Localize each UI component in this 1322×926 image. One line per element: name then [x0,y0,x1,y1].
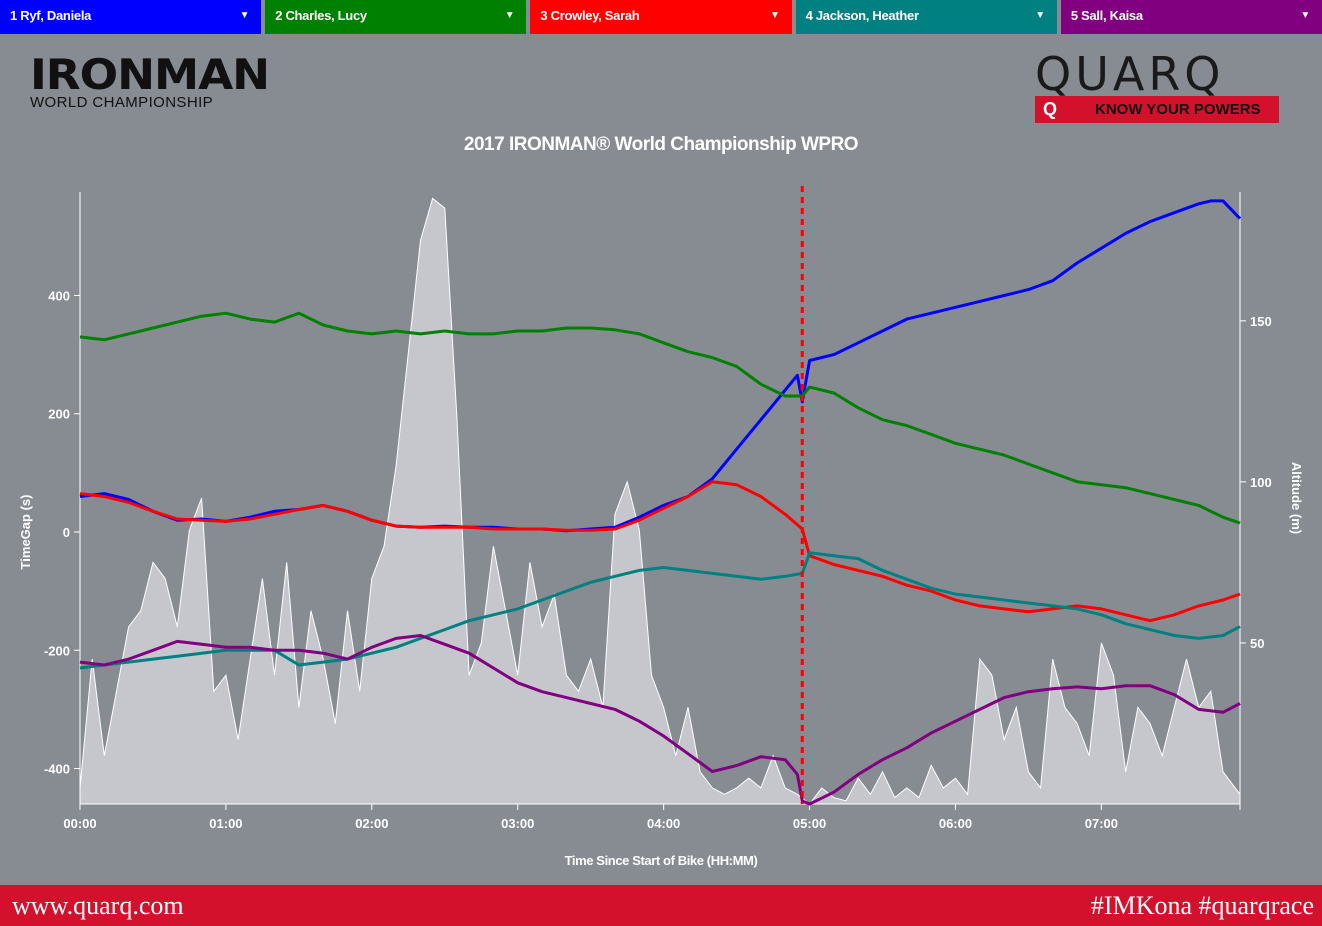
athlete-dropdown-label: 3 Crowley, Sarah [540,8,640,23]
quarq-tagline-bar: Q KNOW YOUR POWERS [1035,96,1279,123]
x-tick-label: 04:00 [647,816,680,831]
athlete-dropdown-3[interactable]: 3 Crowley, Sarah ▼ [530,0,792,34]
ironman-logo-subtitle: WORLD CHAMPIONSHIP [30,94,214,111]
quarq-logo: QUARQ Q KNOW YOUR POWERS [1035,47,1280,124]
chart-title: 2017 IRONMAN® World Championship WPRO [464,134,858,155]
x-tick-label: 00:00 [63,816,96,831]
y-axis-label: TimeGap (s) [18,495,33,570]
series-line [79,551,1241,670]
y2-axis-label: Altitude (m) [1289,462,1304,534]
quarq-q-icon: Q [1042,99,1057,119]
timegap-chart: 2017 IRONMAN® World Championship WPRO 40… [18,134,1304,868]
series-line [79,199,1242,533]
chevron-down-icon: ▼ [1300,10,1311,21]
athlete-selector-bar: 1 Ryf, Daniela ▼ 2 Charles, Lucy ▼ 3 Cro… [0,0,1322,34]
ironman-logo-word: IRONMAN [30,50,270,99]
quarq-tagline: KNOW YOUR POWERS [1095,101,1261,118]
x-tick-label: 06:00 [939,816,972,831]
y-tick-label: 200 [48,407,70,422]
x-axis-label: Time Since Start of Bike (HH:MM) [565,853,758,868]
footer-website-link[interactable]: www.quarq.com [12,891,184,920]
y-tick-label: 400 [48,288,70,303]
footer-bar: www.quarq.com #IMKona #quarqrace [0,885,1322,926]
athlete-dropdown-1[interactable]: 1 Ryf, Daniela ▼ [0,0,262,34]
chevron-down-icon: ▼ [770,10,780,21]
y2-tick-label: 150 [1250,314,1272,329]
y-tick-label: -200 [44,643,70,658]
altitude-area [79,197,1241,805]
chevron-down-icon: ▼ [504,10,515,21]
chevron-down-icon: ▼ [1035,10,1045,21]
athlete-dropdown-label: 2 Charles, Lucy [275,8,367,23]
athlete-dropdown-4[interactable]: 4 Jackson, Heather ▼ [795,0,1057,34]
ironman-logo: IRONMAN WORLD CHAMPIONSHIP [30,52,270,122]
series-line [79,634,1241,806]
series-layer [79,199,1242,806]
altitude-area-layer [79,197,1241,805]
footer-hashtags: #IMKona #quarqrace [1090,891,1314,920]
y2-tick-label: 50 [1250,636,1264,651]
series-line [79,480,1241,623]
chevron-down-icon: ▼ [239,10,250,21]
quarq-logo-word: QUARQ [1035,47,1225,101]
x-tick-label: 01:00 [209,816,242,831]
athlete-dropdown-5[interactable]: 5 Sall, Kaisa ▼ [1060,0,1322,34]
x-tick-label: 03:00 [501,816,534,831]
athlete-dropdown-2[interactable]: 2 Charles, Lucy ▼ [265,0,527,34]
y-tick-label: -400 [44,762,70,777]
series-line [79,311,1241,525]
x-tick-label: 05:00 [793,816,826,831]
athlete-dropdown-label: 5 Sall, Kaisa [1070,8,1143,23]
athlete-dropdown-label: 4 Jackson, Heather [805,8,919,23]
y2-tick-label: 100 [1250,475,1272,490]
athlete-dropdown-label: 1 Ryf, Daniela [10,8,92,23]
x-tick-label: 07:00 [1085,816,1118,831]
x-tick-label: 02:00 [355,816,388,831]
y-tick-label: 0 [63,525,70,540]
axis-layer: 400 200 0 -200 -400 150 100 50 00:00 01:00 02:00 03… [44,192,1272,831]
